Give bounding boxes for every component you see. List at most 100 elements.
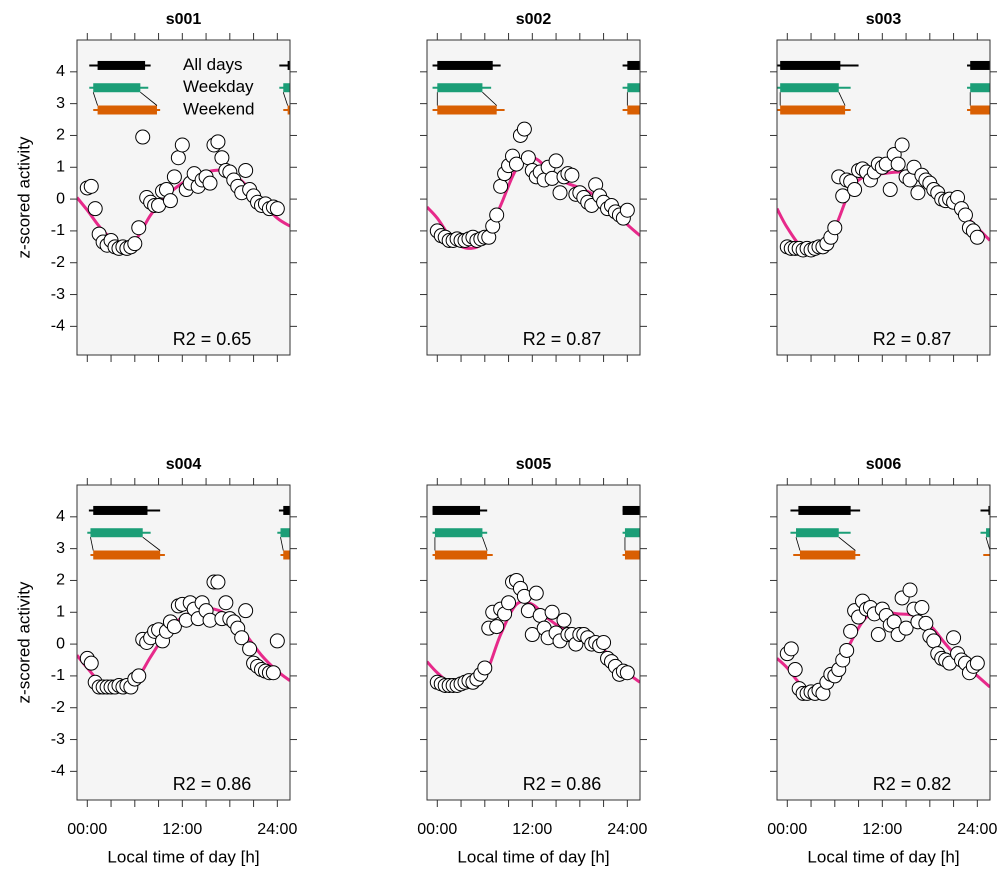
sleep-box bbox=[622, 505, 640, 515]
sleep-connector bbox=[985, 537, 990, 551]
data-point bbox=[238, 603, 254, 619]
data-point bbox=[202, 175, 218, 191]
data-point bbox=[83, 178, 99, 194]
panel-border bbox=[776, 39, 991, 356]
data-point bbox=[890, 156, 906, 172]
sleep-box bbox=[624, 528, 640, 538]
x-tick-label: 12:00 bbox=[162, 821, 202, 838]
y-tick-label: -1 bbox=[51, 222, 65, 239]
data-point bbox=[552, 185, 568, 201]
data-point bbox=[870, 627, 886, 643]
data-point bbox=[918, 615, 934, 631]
data-point bbox=[843, 623, 859, 639]
legend-label: Weekend bbox=[183, 99, 255, 118]
panel-border bbox=[426, 39, 641, 356]
annotation: R2 = 0.87 bbox=[873, 329, 952, 349]
data-point bbox=[556, 612, 572, 628]
data-point bbox=[839, 642, 855, 658]
sleep-connector bbox=[672, 537, 677, 550]
x-axis-label: Local time of day [h] bbox=[457, 847, 609, 866]
data-point bbox=[214, 150, 230, 166]
plot-area bbox=[77, 60, 347, 256]
sleep-connector bbox=[838, 536, 856, 551]
annotation: R2 = 0.82 bbox=[873, 774, 952, 794]
y-axis-label: z-scored activity bbox=[14, 581, 33, 703]
sleep-box bbox=[283, 550, 290, 560]
sleep-connector bbox=[649, 92, 655, 105]
annotation: R2 = 0.87 bbox=[523, 329, 602, 349]
data-point bbox=[894, 137, 910, 153]
data-point bbox=[910, 185, 926, 201]
data-point bbox=[218, 595, 234, 611]
x-tick-label: 24:00 bbox=[607, 821, 647, 838]
panel: s003 R2 = 0.87 bbox=[649, 11, 997, 362]
data-point bbox=[489, 207, 505, 223]
legend-label: Weekday bbox=[183, 77, 254, 96]
data-point bbox=[548, 153, 564, 169]
panel-title: s005 bbox=[516, 456, 552, 473]
sleep-box bbox=[988, 505, 990, 515]
sleep-box bbox=[990, 551, 1005, 560]
sleep-box bbox=[437, 105, 497, 115]
y-tick-label: -2 bbox=[51, 699, 65, 716]
sleep-box bbox=[799, 550, 856, 560]
y-tick-label: -4 bbox=[51, 763, 65, 780]
panel-title: s002 bbox=[516, 11, 552, 28]
panel-border bbox=[776, 484, 991, 801]
data-point bbox=[242, 641, 258, 657]
sleep-box bbox=[93, 83, 141, 93]
data-point bbox=[969, 229, 985, 245]
plot-area bbox=[427, 505, 677, 693]
sleep-box bbox=[796, 528, 839, 538]
x-tick-label: 00:00 bbox=[67, 821, 107, 838]
x-tick-label: 24:00 bbox=[257, 821, 297, 838]
data-point bbox=[127, 236, 143, 252]
data-point bbox=[902, 582, 918, 598]
sleep-connector bbox=[795, 537, 801, 551]
y-tick-label: -3 bbox=[51, 286, 65, 303]
y-axis-label: z-scored activity bbox=[14, 136, 33, 258]
data-point bbox=[787, 662, 803, 678]
sleep-box bbox=[627, 60, 640, 70]
sleep-box bbox=[437, 83, 483, 93]
data-point bbox=[847, 182, 863, 198]
panel: 00:00 12:00 24:00 s005 R2 = 0.86 Local time o… bbox=[417, 456, 677, 866]
sleep-box bbox=[627, 105, 640, 115]
y-tick-label: 2 bbox=[56, 127, 65, 144]
y-tick-label: 1 bbox=[56, 158, 65, 175]
y-tick-label: -1 bbox=[51, 667, 65, 684]
y-tick-label: 0 bbox=[56, 190, 65, 207]
sleep-box bbox=[280, 528, 290, 538]
sleep-connector bbox=[330, 92, 347, 105]
y-tick-label: -3 bbox=[51, 731, 65, 748]
sleep-connector bbox=[90, 537, 94, 551]
data-point bbox=[269, 633, 285, 649]
data-point bbox=[135, 129, 151, 145]
sleep-box bbox=[93, 550, 161, 560]
sleep-connector bbox=[482, 537, 488, 551]
data-point bbox=[520, 150, 536, 166]
data-point bbox=[265, 665, 281, 681]
panel-title: s001 bbox=[166, 11, 202, 28]
sleep-connector bbox=[280, 537, 284, 551]
data-point bbox=[234, 630, 250, 646]
sleep-box bbox=[434, 528, 483, 538]
sleep-connector bbox=[672, 92, 686, 105]
data-point bbox=[619, 665, 635, 681]
sleep-connector bbox=[482, 91, 497, 106]
data-point bbox=[596, 635, 612, 650]
sleep-box bbox=[780, 105, 846, 115]
panel: s002 R2 = 0.87 bbox=[420, 11, 686, 362]
data-point bbox=[166, 619, 182, 635]
data-point bbox=[946, 630, 962, 646]
y-tick-label: -4 bbox=[51, 318, 65, 335]
sleep-box bbox=[97, 105, 157, 115]
sleep-box bbox=[90, 528, 143, 538]
data-point bbox=[174, 137, 190, 153]
sleep-connector bbox=[92, 92, 98, 106]
sleep-connector bbox=[142, 536, 161, 551]
sleep-connector bbox=[333, 537, 350, 550]
y-tick-label: 1 bbox=[56, 603, 65, 620]
